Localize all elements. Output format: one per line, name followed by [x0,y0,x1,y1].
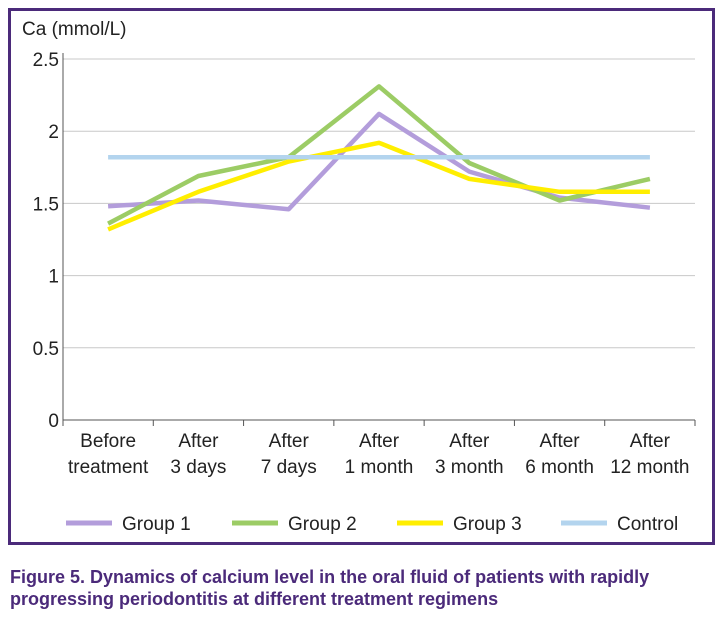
chart-frame: 0 0.5 1 1.5 2 2.5 Ca (mmol/L) Before treatment Af… [8,8,715,545]
y-tick-label: 2 [48,122,59,143]
y-tick-label: 1 [48,267,59,288]
y-tick-label: 0 [48,411,59,432]
legend-label-group-2: Group 2 [288,514,357,535]
legend-label-control: Control [617,514,678,535]
legend-label-group-1: Group 1 [122,514,191,535]
x-tick-label: After 3 month [435,431,504,478]
x-tick-label: After 1 month [345,431,414,478]
line-chart: 0 0.5 1 1.5 2 2.5 Ca (mmol/L) Before treatment Af… [22,19,696,535]
x-tick-label: After 3 days [170,431,226,478]
x-tick-label: After 6 month [525,431,594,478]
y-tick-label: 1.5 [33,194,59,215]
figure-caption: Figure 5. Dynamics of calcium level in t… [10,567,650,609]
y-tick-label: 2.5 [33,50,59,71]
y-tick-label: 0.5 [33,339,59,360]
y-axis-title: Ca (mmol/L) [22,19,127,40]
x-tick-label: Before treatment [68,431,149,478]
x-tick-label: After 12 month [610,431,689,478]
legend-label-group-3: Group 3 [453,514,522,535]
x-tick-label: After 7 days [261,431,317,478]
